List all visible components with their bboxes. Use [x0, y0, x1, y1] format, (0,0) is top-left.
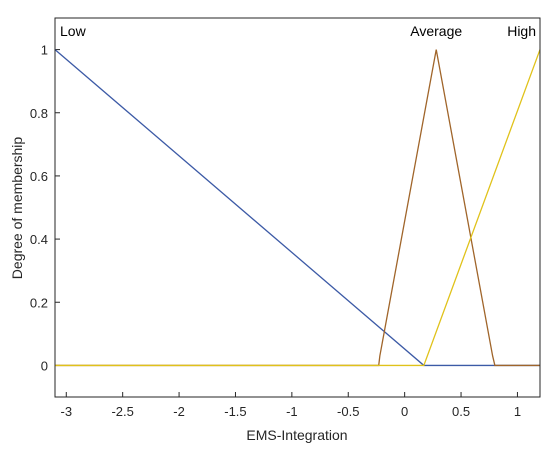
series-line-high — [55, 49, 541, 367]
x-tick-label: 1 — [514, 404, 521, 419]
series-line-average — [55, 49, 540, 367]
x-tick-label: 0 — [401, 404, 408, 419]
axis-ticks: -3 -2.5 -2 -1.5 -1 -0.5 0 0.5 1 0 0.2 0.4 0.6 0.8 1 — [30, 43, 521, 419]
y-tick-label: 0.6 — [30, 169, 48, 184]
x-tick-label: -0.5 — [337, 404, 359, 419]
series-label-high: High — [507, 23, 536, 39]
y-tick-label: 0 — [41, 358, 48, 373]
x-tick-label: 0.5 — [452, 404, 470, 419]
x-tick-label: -3 — [60, 404, 72, 419]
series-lines — [54, 49, 541, 367]
x-tick-label: -1.5 — [224, 404, 246, 419]
x-tick-label: -2.5 — [111, 404, 133, 419]
y-axis-label: Degree of membership — [9, 137, 25, 280]
y-tick-label: 0.8 — [30, 106, 48, 121]
x-axis-label: EMS-Integration — [246, 427, 347, 443]
series-line-low — [54, 49, 540, 367]
series-label-average: Average — [410, 23, 462, 39]
x-tick-label: -1 — [286, 404, 298, 419]
plot-frame — [54, 17, 541, 398]
series-labels: Low Average High — [60, 23, 536, 39]
y-tick-label: 0.2 — [30, 295, 48, 310]
y-tick-label: 1 — [41, 43, 48, 58]
x-tick-label: -2 — [173, 404, 185, 419]
y-tick-label: 0.4 — [30, 232, 48, 247]
series-label-low: Low — [60, 23, 87, 39]
